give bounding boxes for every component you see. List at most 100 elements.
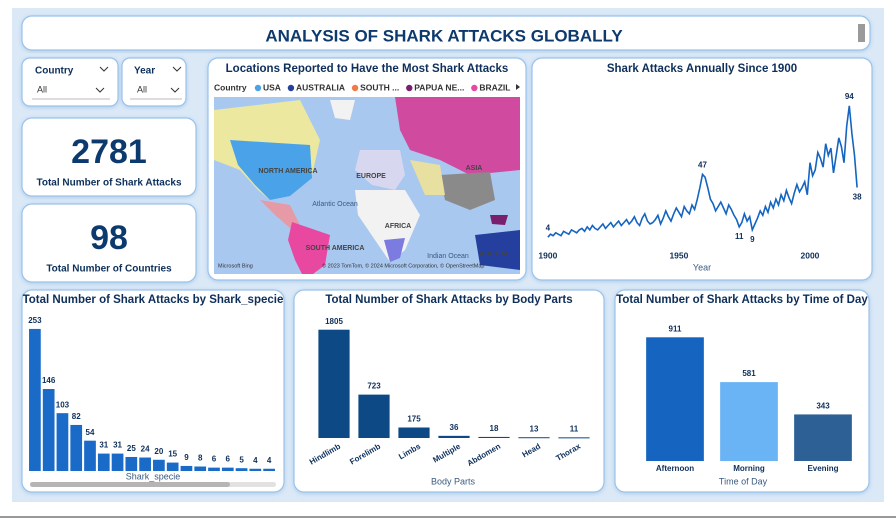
kpi-value: 2781 xyxy=(71,133,147,171)
scroll-thumb xyxy=(858,24,865,42)
chevron xyxy=(172,66,182,72)
x-axis-label: Time of Day xyxy=(719,476,768,486)
bar xyxy=(42,389,55,471)
map-label: Indian Ocean xyxy=(427,253,469,260)
map-labels: NORTH AMERICA EUROPE ASIA Atlantic Ocean AFR… xyxy=(258,165,508,260)
bar xyxy=(720,382,778,461)
land xyxy=(330,100,355,120)
bar xyxy=(646,337,704,461)
x-axis-label: Body Parts xyxy=(431,476,476,486)
bar xyxy=(478,436,510,438)
data-label: 4 xyxy=(253,456,258,465)
bar xyxy=(111,453,124,471)
bar xyxy=(29,328,41,471)
bar xyxy=(84,440,96,471)
data-label: 11 xyxy=(735,232,744,241)
africa xyxy=(355,190,420,262)
x-axis-label: Shark_specie xyxy=(126,471,181,481)
slicer-value[interactable]: All xyxy=(137,84,147,94)
legend-label: SOUTH ... xyxy=(360,82,399,92)
data-label: 343 xyxy=(816,402,830,411)
data-label: 11 xyxy=(570,424,579,433)
data-label: 47 xyxy=(698,160,707,169)
map-label: AFRICA xyxy=(385,223,411,230)
bar xyxy=(518,437,550,439)
bar xyxy=(180,465,193,471)
legend-label: USA xyxy=(263,82,281,92)
bar xyxy=(56,413,69,471)
bar xyxy=(166,462,179,471)
x-axis-label: Year xyxy=(693,262,711,272)
scroll-thumb[interactable] xyxy=(30,482,230,487)
data-label: 911 xyxy=(669,324,682,333)
bar xyxy=(249,468,262,471)
title-card xyxy=(21,15,871,51)
map xyxy=(214,97,520,274)
data-label: 4 xyxy=(546,223,551,232)
map-label: AUSTRA xyxy=(479,251,508,258)
data-label: 25 xyxy=(127,444,136,453)
legend-label: BRAZIL xyxy=(479,82,510,92)
map-attribution: © 2023 TomTom, © 2024 Microsoft Corporat… xyxy=(322,262,484,269)
data-label: 9 xyxy=(750,235,755,244)
data-label: 82 xyxy=(72,412,81,421)
kpi-card xyxy=(21,203,197,283)
bar xyxy=(70,424,83,471)
slicer-label: Country xyxy=(35,66,74,77)
data-label: 54 xyxy=(86,428,95,437)
bar xyxy=(139,457,151,471)
bar xyxy=(438,435,470,438)
data-label: 31 xyxy=(99,441,108,450)
x-tick-label: 1900 xyxy=(538,250,557,260)
data-label: 24 xyxy=(141,445,150,454)
south-africa xyxy=(384,238,405,262)
bar xyxy=(153,459,165,471)
data-label: 8 xyxy=(198,454,203,463)
x-tick-label: Morning xyxy=(733,464,765,473)
chart-title: Total Number of Shark Attacks by Body Pa… xyxy=(325,294,572,306)
map-legend: USA AUSTRALIA SOUTH ... PAPUA NE... BRAZIL xyxy=(254,82,511,92)
bar xyxy=(194,466,207,471)
data-label: 36 xyxy=(450,423,459,432)
kpi-card xyxy=(21,117,197,197)
data-label: 5 xyxy=(239,455,244,464)
map-label: SOUTH AMERICA xyxy=(306,245,365,252)
x-tick-label: 1950 xyxy=(669,250,688,260)
land xyxy=(260,200,300,228)
data-label: 175 xyxy=(407,415,421,424)
chevron xyxy=(170,87,180,93)
chart-title: Total Number of Shark Attacks by Time of… xyxy=(616,294,868,306)
data-label: 103 xyxy=(56,400,70,409)
data-label: 31 xyxy=(113,441,122,450)
country-slicer[interactable] xyxy=(21,57,119,107)
slicer-label: Year xyxy=(134,66,155,77)
x-tick-label: Evening xyxy=(807,464,838,473)
kpi-value: 98 xyxy=(90,219,128,257)
legend-title: Country xyxy=(214,82,247,92)
chart-title: Total Number of Shark Attacks by Shark_s… xyxy=(23,294,284,306)
land xyxy=(355,150,405,190)
data-label: 581 xyxy=(742,369,756,378)
data-label: 1805 xyxy=(325,317,343,326)
chart-title: Shark Attacks Annually Since 1900 xyxy=(607,63,797,75)
legend-scroll[interactable] xyxy=(516,84,520,90)
bar xyxy=(221,467,234,471)
line xyxy=(547,105,858,238)
slicer-value[interactable]: All xyxy=(37,84,47,94)
chart-card xyxy=(293,289,605,493)
bar xyxy=(558,437,590,439)
data-label: 15 xyxy=(168,450,177,459)
legend-swatch xyxy=(351,84,359,92)
data-label: 253 xyxy=(28,316,42,325)
land xyxy=(395,97,520,175)
bar xyxy=(263,468,275,471)
x-tick-label: Afternoon xyxy=(656,464,694,473)
bar xyxy=(208,467,220,471)
bar xyxy=(398,427,430,438)
legend-swatch xyxy=(287,84,295,92)
year-slicer[interactable] xyxy=(121,57,187,107)
bar xyxy=(358,394,390,438)
data-label: 6 xyxy=(212,455,217,464)
map-label: EUROPE xyxy=(356,173,386,180)
legend-swatch xyxy=(254,84,262,92)
